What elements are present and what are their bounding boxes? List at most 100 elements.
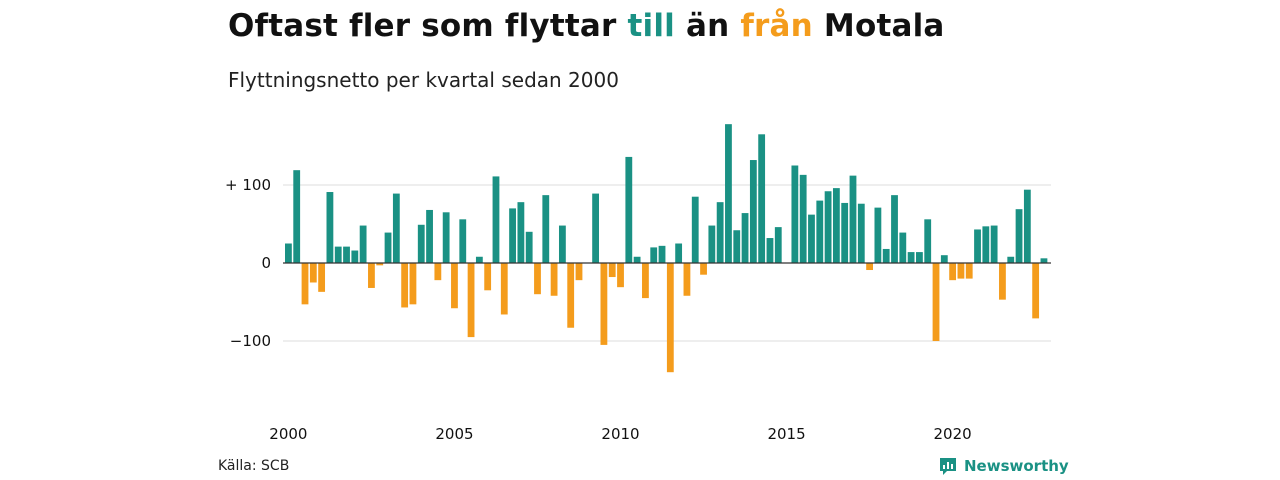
chart-subtitle: Flyttningsnetto per kvartal sedan 2000: [228, 68, 619, 92]
bar-2014-Q1: [749, 160, 757, 263]
bar-2006-Q1: [484, 263, 492, 291]
bar-2017-Q1: [849, 175, 857, 263]
bar-2014-Q2: [758, 134, 766, 263]
x-tick-label-2005: 2005: [435, 425, 473, 443]
bar-2006-Q2: [492, 176, 500, 263]
y-axis-ticks: −100 0 + 100: [225, 176, 271, 350]
bar-2005-Q1: [451, 263, 458, 309]
bar-2020-Q1: [949, 263, 957, 281]
bar-2000-Q4: [309, 263, 317, 283]
x-tick-label-2020: 2020: [934, 425, 972, 443]
bar-2001-Q4: [343, 246, 350, 263]
bar-2019-Q3: [932, 263, 940, 341]
bar-2019-Q2: [924, 219, 932, 263]
x-tick-label-2015: 2015: [767, 425, 805, 443]
bar-2002-Q2: [359, 225, 367, 263]
bar-2002-Q3: [368, 263, 375, 288]
bar-2021-Q4: [1007, 256, 1015, 263]
bar-2021-Q3: [999, 263, 1006, 300]
bar-2022-Q3: [1032, 263, 1040, 319]
brand-name: Newsworthy: [964, 457, 1069, 475]
bar-2015-Q4: [808, 214, 815, 263]
bar-2014-Q3: [766, 238, 774, 263]
bar-2008-Q1: [550, 263, 558, 296]
bar-2013-Q3: [733, 230, 741, 263]
bar-2021-Q1: [982, 226, 990, 263]
bar-2004-Q1: [417, 224, 425, 263]
bar-2022-Q1: [1015, 209, 1023, 263]
bar-2018-Q4: [907, 252, 915, 263]
bar-2020-Q2: [957, 263, 965, 279]
bar-2004-Q3: [434, 263, 442, 281]
chart-title: Oftast fler som flyttar till än från Mot…: [228, 8, 945, 44]
bar-2003-Q4: [409, 263, 417, 305]
title-till: till: [627, 8, 675, 44]
bar-2011-Q3: [666, 263, 674, 373]
bar-2003-Q2: [392, 193, 400, 263]
x-tick-label-2010: 2010: [601, 425, 639, 443]
bar-2013-Q2: [725, 124, 732, 263]
bar-2009-Q4: [608, 263, 616, 278]
bar-2013-Q1: [716, 202, 724, 263]
source-note: Källa: SCB: [218, 458, 290, 474]
newsworthy-logo-icon: [940, 458, 956, 475]
y-tick-label: + 100: [225, 176, 271, 194]
title-part-2: än: [674, 8, 741, 44]
bar-2011-Q1: [650, 247, 658, 263]
title-part-3: Motala: [812, 8, 945, 44]
bar-2011-Q4: [675, 243, 683, 263]
bar-2000-Q1: [285, 243, 292, 263]
bar-2008-Q4: [575, 263, 583, 281]
bar-2009-Q3: [600, 263, 608, 345]
x-axis-ticks: 2000 2005 2010 2015 2020: [269, 425, 971, 443]
bar-2004-Q4: [442, 212, 450, 263]
bar-2017-Q3: [866, 263, 873, 271]
bar-2019-Q4: [940, 255, 948, 263]
bar-2015-Q2: [791, 165, 799, 263]
bar-2017-Q2: [857, 203, 865, 263]
bar-2016-Q1: [816, 200, 824, 263]
bar-2016-Q3: [832, 188, 840, 263]
bar-2001-Q2: [326, 192, 334, 263]
bar-2001-Q3: [334, 246, 342, 263]
bar-2022-Q4: [1040, 258, 1048, 263]
bar-2007-Q1: [517, 202, 525, 263]
y-tick-label: −100: [230, 332, 271, 350]
bar-2013-Q4: [741, 213, 749, 263]
bar-2005-Q4: [475, 256, 483, 263]
bar-2008-Q3: [567, 263, 575, 328]
bar-2022-Q2: [1023, 189, 1031, 263]
bar-2005-Q3: [467, 263, 475, 338]
bar-2010-Q3: [633, 256, 641, 263]
title-fran: från: [740, 8, 813, 44]
brand-logo: Newsworthy: [938, 456, 1069, 476]
bar-2011-Q2: [658, 245, 666, 263]
bar-2005-Q2: [459, 219, 467, 263]
bar-2007-Q3: [534, 263, 541, 295]
bar-2000-Q3: [301, 263, 309, 305]
bar-2008-Q2: [558, 225, 566, 263]
bar-2016-Q2: [824, 191, 832, 263]
bar-2006-Q3: [500, 263, 508, 315]
bar-2018-Q2: [891, 195, 898, 263]
bar-2002-Q1: [351, 250, 359, 263]
bar-2019-Q1: [916, 252, 923, 263]
x-tick-label-2000: 2000: [269, 425, 307, 443]
bar-2012-Q3: [700, 263, 707, 275]
bar-2002-Q4: [376, 263, 384, 266]
bar-2016-Q4: [841, 202, 849, 263]
bar-2021-Q2: [990, 225, 998, 263]
bar-2017-Q4: [874, 207, 882, 263]
bar-2020-Q3: [965, 263, 973, 279]
bar-2003-Q1: [384, 232, 392, 263]
title-part-1: Oftast fler som flyttar: [228, 8, 628, 44]
bar-2010-Q1: [617, 263, 624, 288]
bar-2020-Q4: [974, 229, 981, 263]
bar-2001-Q1: [318, 263, 326, 292]
bar-2004-Q2: [426, 209, 433, 263]
bar-2010-Q4: [642, 263, 649, 299]
bar-2007-Q4: [542, 195, 550, 263]
bar-2014-Q4: [774, 227, 782, 263]
bar-2010-Q2: [625, 156, 633, 263]
